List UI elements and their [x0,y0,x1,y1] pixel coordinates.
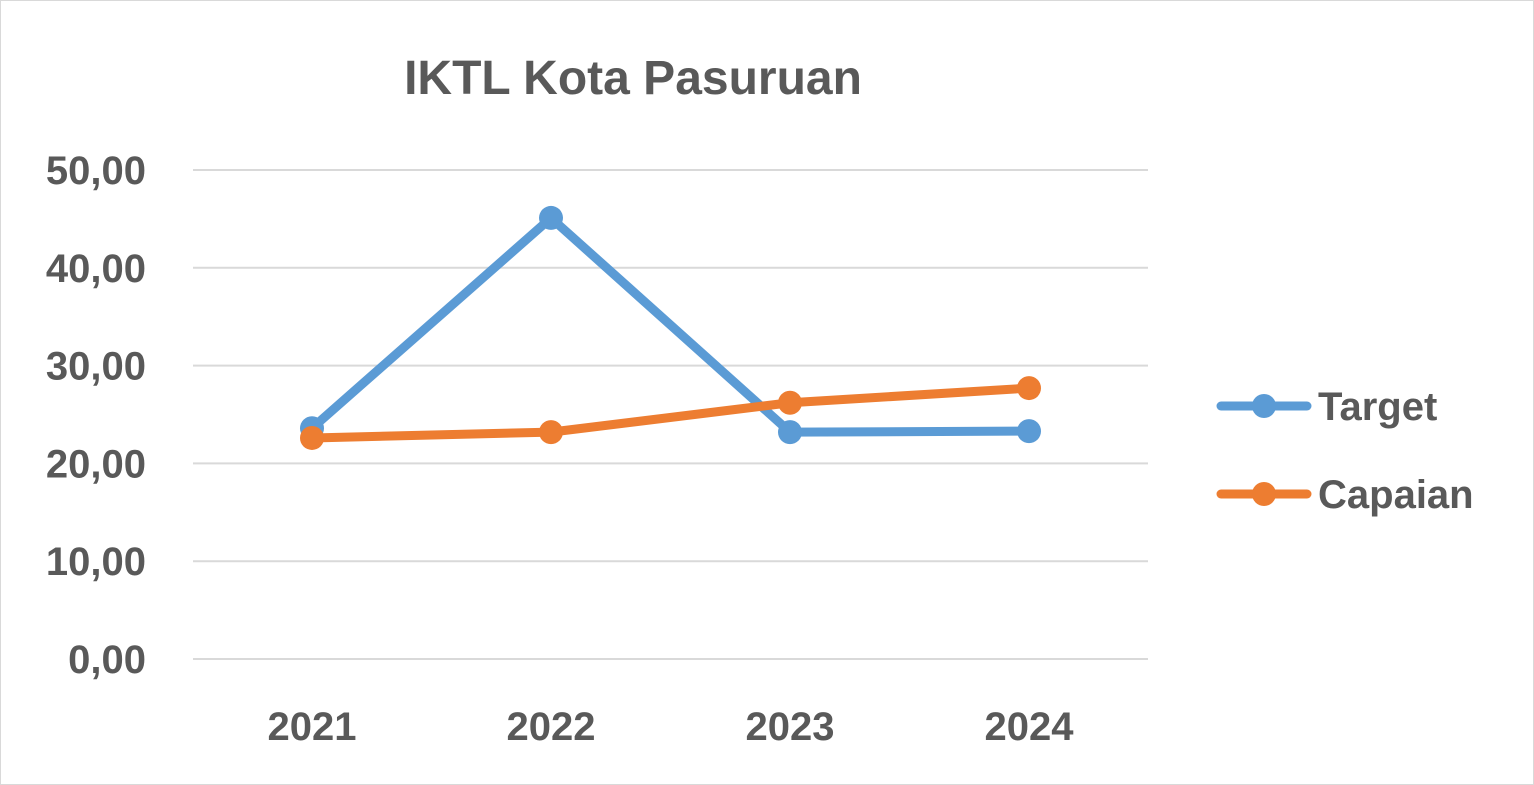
data-point [539,420,563,445]
legend-swatch-marker [1252,482,1276,506]
y-tick-label: 30,00 [46,345,146,389]
legend-item-target: Target [1216,385,1437,429]
y-tick-label: 20,00 [46,442,146,486]
y-tick-label: 10,00 [46,540,146,584]
x-tick-label: 2021 [268,705,357,749]
legend-label: Target [1318,385,1437,429]
legend-label: Capaian [1318,473,1474,517]
data-point [300,425,324,450]
series-line [307,383,1034,443]
x-tick-label: 2024 [985,705,1075,749]
series-target [300,205,1041,445]
data-point [778,390,802,415]
data-point [1017,376,1041,401]
y-tick-label: 50,00 [46,149,146,193]
gridlines [193,169,1148,660]
chart-title: IKTL Kota Pasuruan [404,52,862,105]
x-tick-label: 2023 [746,705,835,749]
series-capaian [300,376,1041,450]
y-axis-ticks: 0,00 10,00 20,00 30,00 40,00 50,00 [46,149,146,682]
y-tick-label: 0,00 [68,638,146,682]
legend: Target Capaian [1216,385,1474,517]
series-group [300,205,1041,450]
legend-item-capaian: Capaian [1216,473,1474,517]
y-tick-label: 40,00 [46,247,146,291]
data-point [1017,419,1041,444]
data-point [778,420,802,445]
series-line [307,213,1034,437]
data-point [539,205,563,230]
x-axis-ticks: 2021 2022 2023 2024 [268,705,1075,749]
x-tick-label: 2022 [507,705,596,749]
legend-swatch-marker [1252,394,1276,418]
